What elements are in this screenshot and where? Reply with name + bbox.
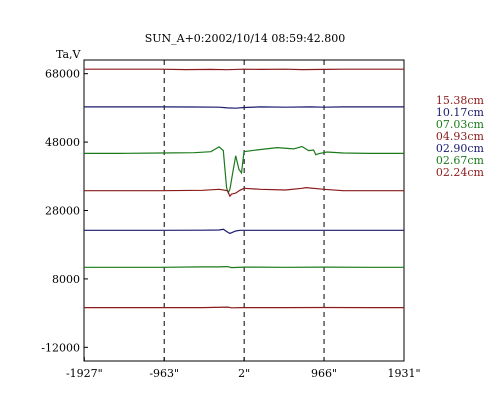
series-line-1 xyxy=(84,106,404,109)
series-line-6 xyxy=(84,306,404,309)
x-tick-label-4: 1931" xyxy=(387,367,420,380)
y-tick-label-0: 68000 xyxy=(45,68,80,81)
series-group xyxy=(84,68,404,309)
series-line-4 xyxy=(84,228,404,235)
chart-title: SUN_A+0:2002/10/14 08:59:42.800 xyxy=(145,32,346,45)
legend-entry-4: 02.90cm xyxy=(436,142,485,155)
y-tick-label-4: -12000 xyxy=(41,341,80,354)
legend-entry-6: 02.24cm xyxy=(436,166,485,179)
legend: 15.38cm10.17cm07.03cm04.93cm02.90cm02.67… xyxy=(436,94,485,179)
y-tick-label-1: 48000 xyxy=(45,136,80,149)
x-tick-label-3: 966" xyxy=(311,367,337,380)
y-tick-label-3: 8000 xyxy=(52,273,80,286)
y-axis-label: Ta,V xyxy=(56,48,82,61)
legend-entry-3: 04.93cm xyxy=(436,130,485,143)
reference-lines xyxy=(163,60,325,361)
legend-entry-2: 07.03cm xyxy=(436,118,485,131)
legend-entry-0: 15.38cm xyxy=(436,94,485,107)
y-axis-ticks: 68000 48000 28000 8000 -12000 xyxy=(41,68,88,354)
series-line-3 xyxy=(84,186,404,198)
x-axis-ticks: -1927" -963" 2" 966" 1931" xyxy=(66,357,421,380)
series-line-2 xyxy=(84,145,404,195)
series-line-0 xyxy=(84,68,404,71)
x-tick-label-0: -1927" xyxy=(66,367,103,380)
series-line-5 xyxy=(84,265,404,269)
x-tick-label-1: -963" xyxy=(149,367,179,380)
legend-entry-5: 02.67cm xyxy=(436,154,485,167)
legend-entry-1: 10.17cm xyxy=(436,106,485,119)
y-tick-label-2: 28000 xyxy=(45,205,80,218)
x-tick-label-2: 2" xyxy=(238,367,250,380)
